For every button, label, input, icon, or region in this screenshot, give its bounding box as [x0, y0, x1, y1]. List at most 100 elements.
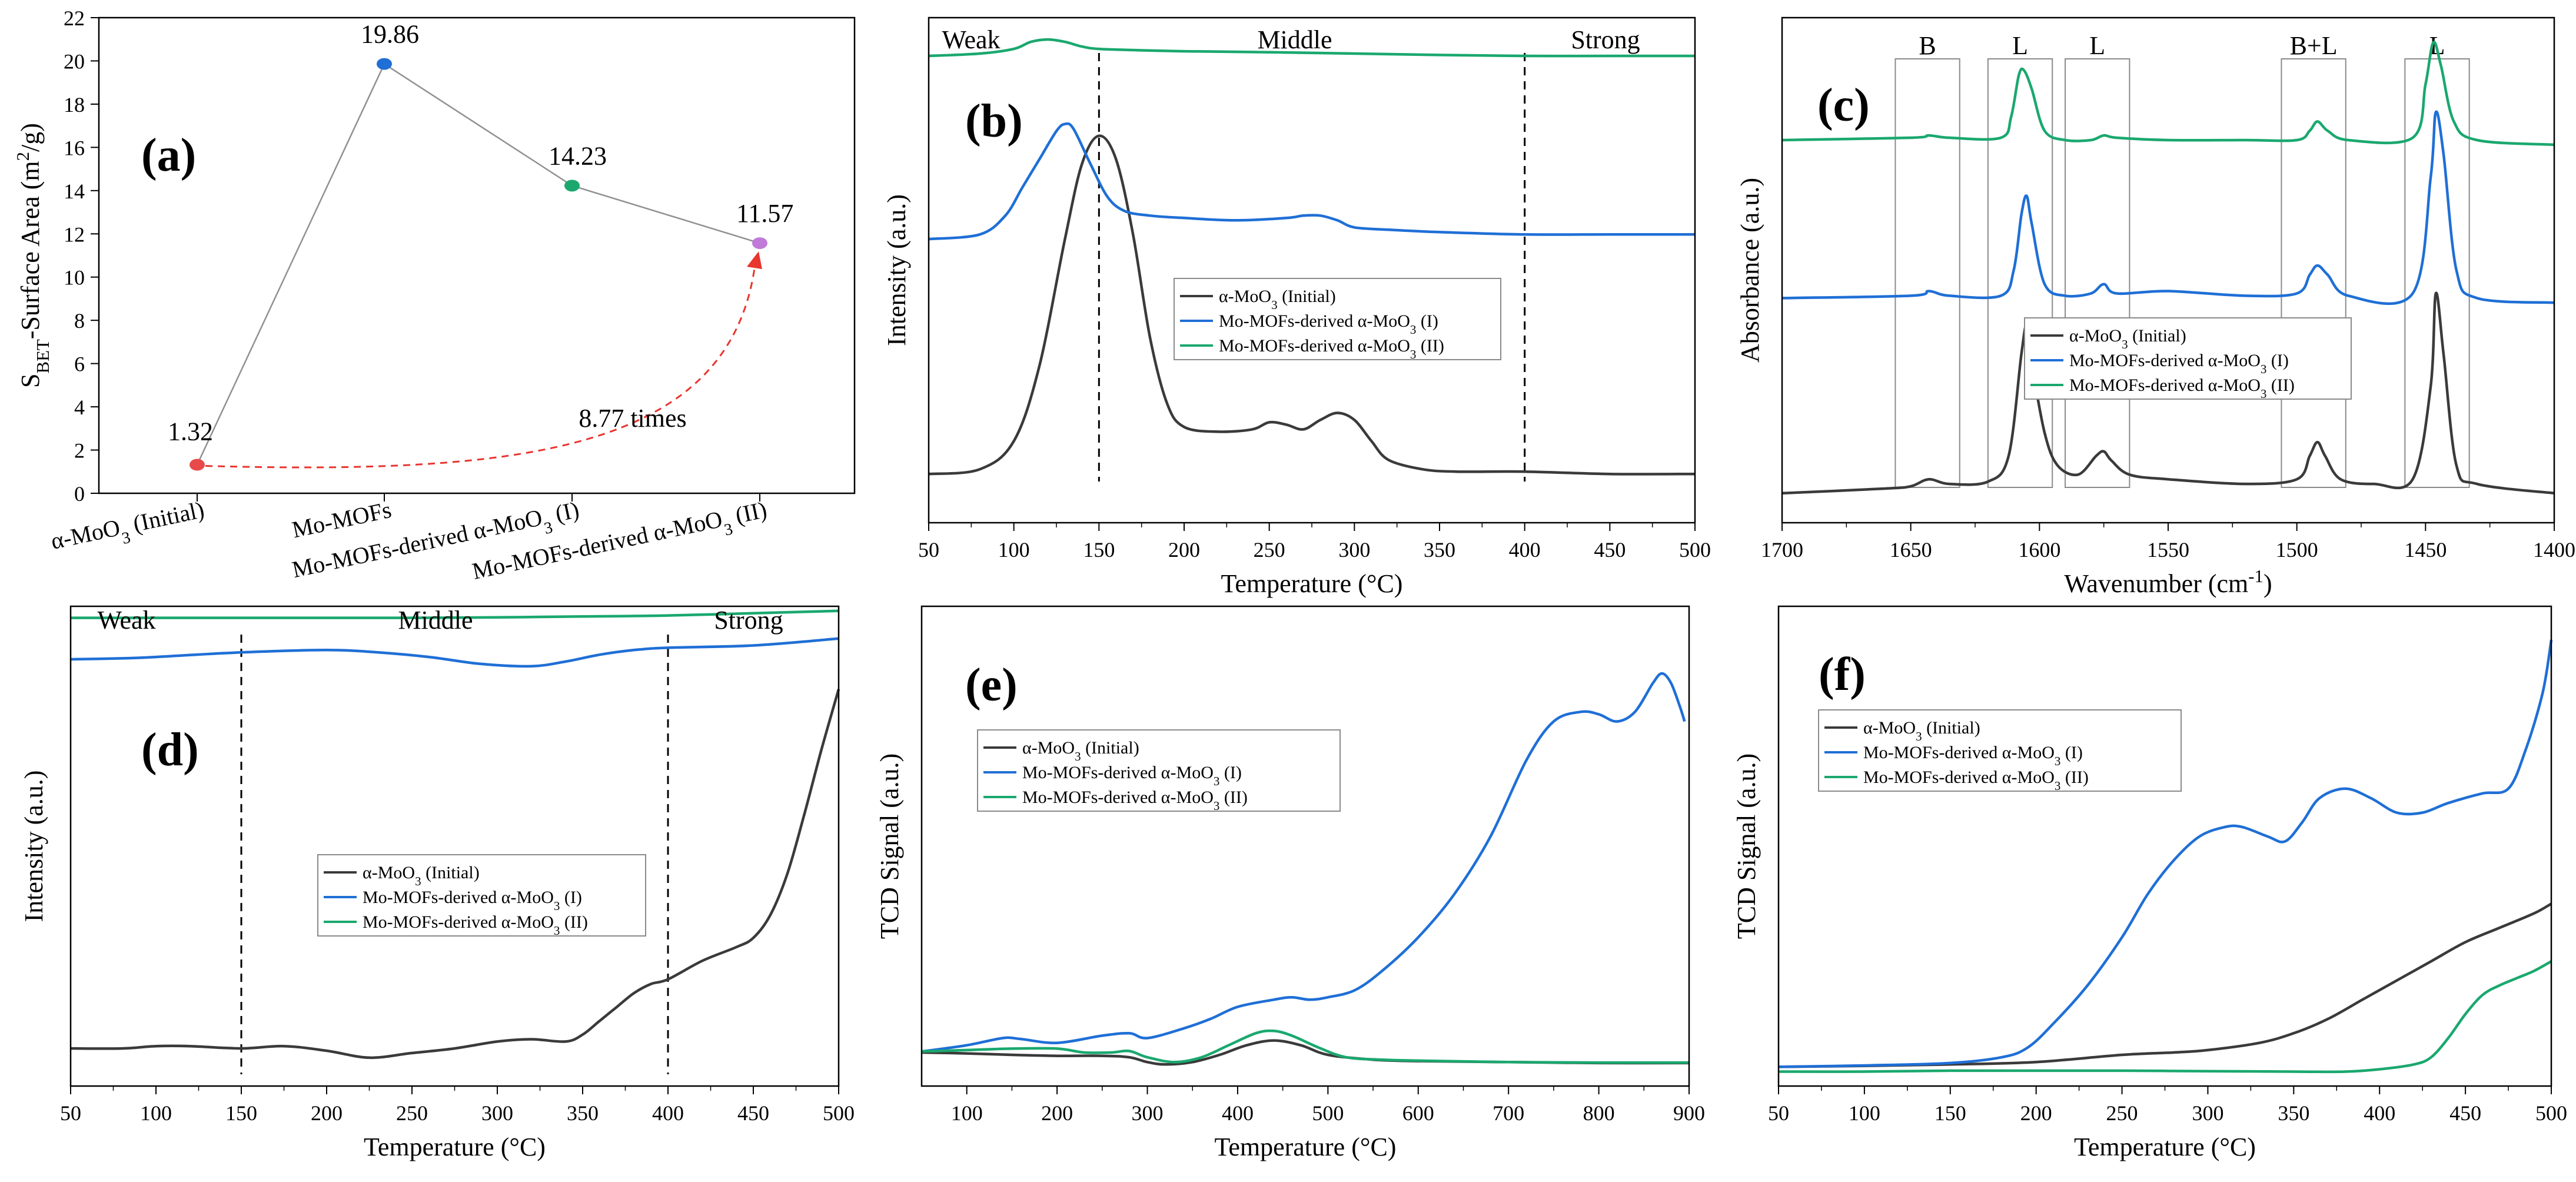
x-axis-label: Temperature (°C) — [2074, 1133, 2256, 1161]
panel-f: 50 100 150 200 250 300 350 400 450 500 (f) α-MoO3 (… — [1732, 605, 2567, 1161]
x-category-label: α-MoO3 (Initial) — [48, 496, 208, 562]
x-tick-label: 400 — [2364, 1101, 2395, 1125]
band-label: L — [2012, 31, 2028, 60]
x-tick-label: 200 — [311, 1101, 343, 1125]
x-tick-label: 150 — [1935, 1101, 1966, 1125]
legend-entry: α-MoO3 (Initial) — [2069, 326, 2186, 351]
plot-frame-f — [1777, 605, 2552, 1087]
band-box — [2065, 58, 2130, 488]
legend-box — [1174, 278, 1501, 360]
band-label: B — [1919, 31, 1936, 60]
series-line — [1781, 41, 2555, 147]
legend-box — [317, 854, 646, 937]
series-line — [1778, 960, 2552, 1074]
data-point — [190, 459, 205, 471]
series-line — [928, 38, 1695, 58]
region-label: Strong — [1571, 25, 1640, 54]
y-axis-label: Absorbance (a.u.) — [1736, 178, 1764, 363]
series-line — [1778, 639, 2553, 1068]
y-axis-label: TCD Signal (a.u.) — [875, 753, 904, 939]
y-tick-label: 4 — [74, 396, 85, 419]
x-tick-label: 700 — [1493, 1101, 1524, 1125]
x-tick-label: 250 — [1254, 538, 1285, 562]
y-tick-label: 18 — [64, 93, 85, 117]
legend-entry: Mo-MOFs-derived α-MoO3 (II) — [1022, 788, 1248, 813]
x-tick-label: 1550 — [2147, 538, 2189, 562]
x-tick-label: 500 — [1312, 1101, 1344, 1125]
series-line — [928, 122, 1695, 241]
y-tick-label: 22 — [64, 6, 85, 30]
band-box — [1987, 58, 2053, 488]
x-tick-label: 400 — [1509, 538, 1541, 562]
band-box — [2404, 58, 2470, 488]
legend-entry: Mo-MOFs-derived α-MoO3 (II) — [363, 912, 588, 938]
x-tick-label: 1600 — [2018, 538, 2060, 562]
band-label: L — [2089, 31, 2105, 60]
x-tick-label: 250 — [396, 1101, 428, 1125]
plot-frame-e — [920, 605, 1690, 1087]
x-tick-label: 1500 — [2276, 538, 2318, 562]
y-tick-label: 6 — [74, 353, 85, 376]
plot-frame-c — [1781, 16, 2555, 524]
series-line — [1781, 291, 2555, 495]
x-tick-label: 1700 — [1761, 538, 1803, 562]
x-tick-label: 300 — [2192, 1101, 2223, 1125]
x-tick-label: 800 — [1583, 1101, 1615, 1125]
y-tick-label: 12 — [64, 223, 85, 246]
x-tick-label: 200 — [2020, 1101, 2052, 1125]
legend-box — [977, 729, 1341, 812]
legend-entry: Mo-MOFs-derived α-MoO3 (II) — [1219, 336, 1444, 361]
series-line — [921, 1039, 1690, 1066]
x-tick-label: 500 — [823, 1101, 855, 1125]
x-category-label: Mo-MOFs — [290, 496, 394, 543]
x-tick-label: 250 — [2106, 1101, 2138, 1125]
region-label: Weak — [97, 606, 155, 635]
x-tick-label: 50 — [60, 1101, 81, 1125]
x-tick-label: 100 — [998, 538, 1030, 562]
y-axis-label: SBET-Surface Area (m2/g) — [13, 123, 53, 388]
series-line — [70, 689, 840, 1060]
connecting-line — [196, 62, 760, 466]
x-tick-label: 400 — [652, 1101, 684, 1125]
plot-frame-d — [69, 605, 840, 1087]
legend-entry: α-MoO3 (Initial) — [1863, 718, 1980, 743]
legend-entry: Mo-MOFs-derived α-MoO3 (II) — [1863, 768, 2089, 793]
x-tick-label: 100 — [951, 1101, 983, 1125]
point-value-label: 11.57 — [736, 199, 793, 228]
y-tick-label: 8 — [74, 309, 85, 333]
x-tick-label: 1400 — [2533, 538, 2575, 562]
arrow-head — [747, 251, 762, 270]
x-axis-label: Temperature (°C) — [1221, 569, 1403, 598]
x-tick-label: 300 — [481, 1101, 513, 1125]
legend-entry: Mo-MOFs-derived α-MoO3 (I) — [1863, 743, 2083, 768]
y-axis-label: Intensity (a.u.) — [882, 194, 911, 346]
panel-label: (e) — [965, 659, 1018, 711]
legend-entry: Mo-MOFs-derived α-MoO3 (II) — [2069, 376, 2295, 401]
x-tick-label: 50 — [918, 538, 939, 562]
legend-box — [2024, 317, 2352, 400]
x-tick-label: 450 — [1594, 538, 1626, 562]
panel-label: (f) — [1819, 649, 1866, 700]
legend-entry: α-MoO3 (Initial) — [363, 863, 480, 888]
x-tick-label: 450 — [737, 1101, 769, 1125]
x-tick-label: 1450 — [2404, 538, 2447, 562]
data-point — [377, 58, 392, 70]
x-axis-label: Wavenumber (cm-1) — [2064, 566, 2272, 598]
panel-label: (b) — [965, 95, 1023, 147]
point-value-label: 14.23 — [549, 141, 607, 170]
fold-annotation: 8.77 times — [579, 404, 686, 433]
series-line — [71, 609, 839, 619]
data-point — [752, 237, 767, 250]
band-box — [1894, 58, 1960, 488]
series-line — [70, 637, 839, 668]
x-tick-label: 600 — [1402, 1101, 1434, 1125]
data-point — [564, 180, 580, 192]
panel-d: 50 100 150 200 250 300 350 400 450 500 Weak Middle S… — [19, 605, 855, 1161]
legend-entry: Mo-MOFs-derived α-MoO3 (I) — [1022, 763, 1242, 788]
y-tick-label: 0 — [74, 482, 85, 506]
x-tick-label: 900 — [1673, 1101, 1705, 1125]
x-tick-label: 50 — [1768, 1101, 1789, 1125]
increase-arrow — [205, 264, 756, 469]
y-tick-label: 2 — [74, 439, 85, 463]
series-line — [1778, 902, 2552, 1068]
